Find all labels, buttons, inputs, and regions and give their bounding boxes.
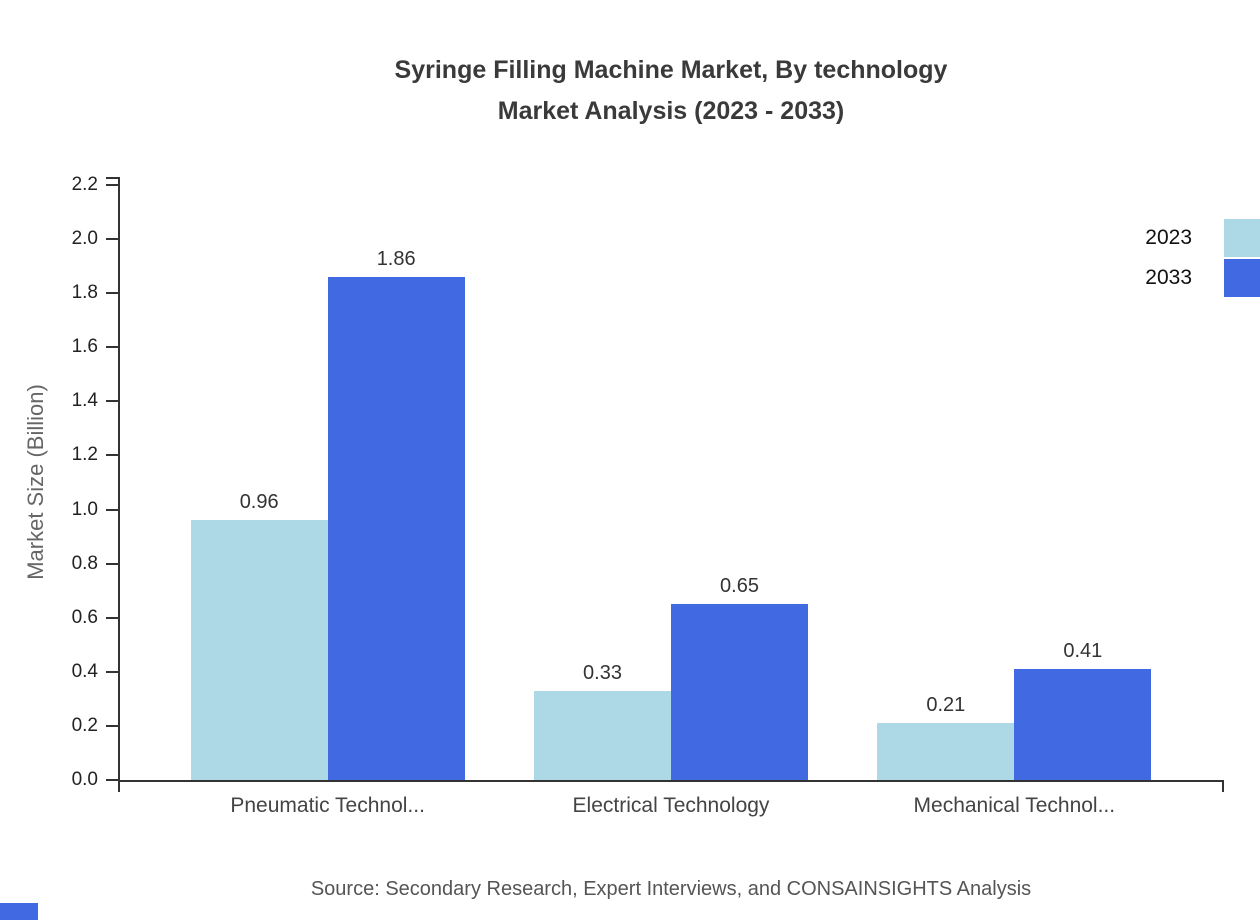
legend-swatch xyxy=(1224,219,1260,257)
y-axis-tick xyxy=(106,184,118,186)
y-axis-tick xyxy=(106,670,118,673)
y-axis-tick-label: 0.0 xyxy=(71,769,98,790)
bar-value-label: 0.96 xyxy=(239,491,279,514)
chart-title-line2: Market Analysis (2023 - 2033) xyxy=(497,97,845,125)
y-axis-end-cap xyxy=(106,177,118,179)
bar-value-label: 0.33 xyxy=(583,661,622,684)
legend: 2023 2033 xyxy=(1145,218,1260,298)
chart-title: Syringe Filling Machine Market, By techn… xyxy=(120,50,1222,132)
y-axis-tick xyxy=(106,616,118,619)
x-axis-left-end-tick xyxy=(118,782,120,792)
y-axis-tick-label: 1.6 xyxy=(71,336,98,358)
legend-item-2033: 2033 xyxy=(1145,258,1260,298)
chart-title-line1: Syringe Filling Machine Market, By techn… xyxy=(394,56,948,84)
plot-area: 0.0 0.2 0.4 0.6 0.8 1.0 1.2 1.4 1.6 1.8 2.0 2.2 0.96… xyxy=(72,174,1224,817)
bar-value-label: 0.41 xyxy=(1063,640,1103,663)
x-axis-line xyxy=(118,780,1224,782)
y-axis-tick xyxy=(106,508,118,511)
y-axis-tick-label: 1.4 xyxy=(71,390,98,412)
y-axis-tick xyxy=(106,724,118,727)
bar-value-label: 1.86 xyxy=(376,247,416,270)
y-axis-tick-label: 2.2 xyxy=(71,174,98,195)
brand-mark xyxy=(0,903,38,920)
bar-2023-category-1 xyxy=(534,690,671,780)
x-category-label: Mechanical Technol... xyxy=(913,794,1116,817)
x-category-label: Electrical Technology xyxy=(572,794,770,817)
y-axis-tick-label: 2.0 xyxy=(71,228,98,250)
bar-2033-category-2 xyxy=(1014,669,1152,780)
y-axis-tick-label: 0.4 xyxy=(71,660,98,682)
y-axis-tick xyxy=(106,238,118,241)
y-axis-title: Market Size (Billion) xyxy=(23,384,48,580)
y-axis-tick-label: 1.0 xyxy=(71,498,98,520)
y-axis-tick-label: 1.8 xyxy=(71,282,98,304)
bar-2033-category-1 xyxy=(671,604,808,780)
y-axis-tick-label: 0.6 xyxy=(71,606,98,628)
legend-label: 2033 xyxy=(1145,266,1192,289)
legend-swatch xyxy=(1224,259,1260,297)
y-axis-tick xyxy=(106,454,118,457)
x-category-label: Pneumatic Technol... xyxy=(230,794,425,817)
y-axis-tick xyxy=(106,292,118,295)
y-axis-tick xyxy=(106,346,118,349)
y-axis-tick xyxy=(106,400,118,403)
legend-label: 2023 xyxy=(1145,226,1192,249)
legend-item-2023: 2023 xyxy=(1145,218,1260,258)
bar-value-label: 0.65 xyxy=(720,575,759,598)
bar-2023-category-0 xyxy=(190,520,328,780)
bar-2033-category-0 xyxy=(327,276,465,780)
bar-value-label: 0.21 xyxy=(926,694,966,717)
x-axis-right-end-tick xyxy=(1222,782,1224,792)
source-note: Source: Secondary Research, Expert Inter… xyxy=(310,878,1032,900)
bar-2023-category-2 xyxy=(877,723,1015,780)
y-axis-line xyxy=(118,177,120,782)
y-axis-tick xyxy=(106,562,118,565)
y-axis-tick-label: 0.8 xyxy=(71,552,98,574)
y-axis-tick-label: 1.2 xyxy=(71,444,98,466)
y-axis-tick-label: 0.2 xyxy=(71,714,98,736)
y-axis-tick xyxy=(106,779,118,781)
